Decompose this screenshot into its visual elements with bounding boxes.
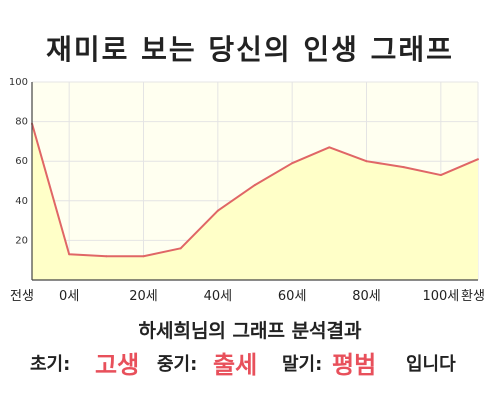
early-value: 고생 — [95, 351, 140, 379]
data-point — [254, 183, 256, 186]
data-point — [142, 255, 145, 258]
y-tick-label: 20 — [15, 235, 28, 246]
data-point — [477, 158, 479, 161]
data-point — [179, 247, 182, 250]
x-tick-label: 60세 — [278, 289, 307, 304]
x-tick-label: 0세 — [59, 289, 79, 304]
data-point — [439, 174, 442, 177]
data-point — [291, 162, 294, 165]
data-point — [68, 253, 71, 256]
result-suffix: 입니다 — [406, 354, 456, 375]
result-subtitle: 하세희님의 그래프 분석결과 — [138, 320, 362, 342]
x-tick-label: 80세 — [352, 289, 381, 304]
data-point — [402, 166, 405, 169]
data-point — [216, 209, 219, 212]
data-point — [365, 160, 368, 163]
series-area — [32, 123, 478, 280]
life-graph-chart: 20 40 60 80 100 전생 0세 20세 40세 60세 80세 100세 환생 — [9, 77, 485, 304]
y-tick-label: 80 — [15, 117, 28, 128]
y-tick-label: 40 — [15, 196, 28, 207]
data-point — [328, 146, 331, 149]
y-tick-label: 100 — [9, 77, 28, 88]
x-tick-label: 20세 — [129, 289, 158, 304]
early-label: 초기: — [30, 354, 71, 375]
x-tick-label: 환생 — [461, 289, 485, 304]
middle-value: 출세 — [213, 351, 258, 379]
x-tick-label: 40세 — [204, 289, 233, 304]
late-label: 말기: — [282, 354, 323, 375]
middle-label: 중기: — [157, 354, 198, 375]
late-value: 평범 — [332, 351, 377, 379]
x-tick-label: 전생 — [10, 289, 34, 304]
data-point — [105, 255, 108, 258]
x-tick-label: 100세 — [422, 289, 459, 304]
result-line: 초기: 고생 중기: 출세 말기: 평범 입니다 — [0, 345, 500, 385]
chart-title: 재미로 보는 당신의 인생 그래프 — [46, 33, 454, 66]
y-tick-label: 60 — [15, 156, 28, 167]
